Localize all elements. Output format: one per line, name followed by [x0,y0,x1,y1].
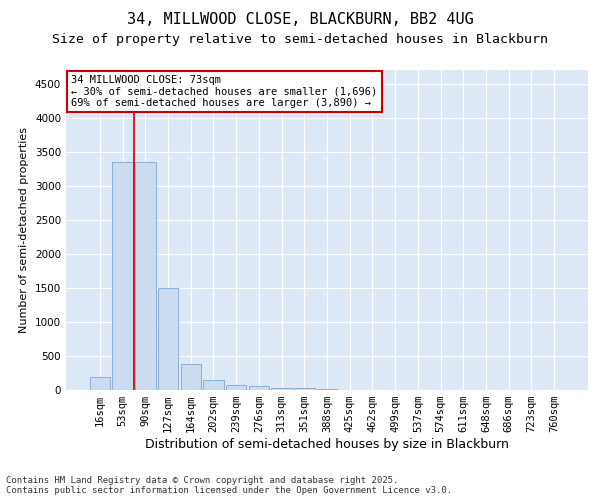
X-axis label: Distribution of semi-detached houses by size in Blackburn: Distribution of semi-detached houses by … [145,438,509,451]
Bar [203,380,224,390]
Bar [294,388,314,390]
Text: Contains HM Land Registry data © Crown copyright and database right 2025.
Contai: Contains HM Land Registry data © Crown c… [6,476,452,495]
Bar [181,364,201,390]
Bar [158,288,178,390]
Bar [90,378,110,390]
Bar [112,162,133,390]
Bar [248,386,269,390]
Text: 34, MILLWOOD CLOSE, BLACKBURN, BB2 4UG: 34, MILLWOOD CLOSE, BLACKBURN, BB2 4UG [127,12,473,28]
Bar [271,388,292,390]
Text: 34 MILLWOOD CLOSE: 73sqm
← 30% of semi-detached houses are smaller (1,696)
69% o: 34 MILLWOOD CLOSE: 73sqm ← 30% of semi-d… [71,75,377,108]
Bar [135,162,155,390]
Bar [226,384,247,390]
Text: Size of property relative to semi-detached houses in Blackburn: Size of property relative to semi-detach… [52,32,548,46]
Y-axis label: Number of semi-detached properties: Number of semi-detached properties [19,127,29,333]
